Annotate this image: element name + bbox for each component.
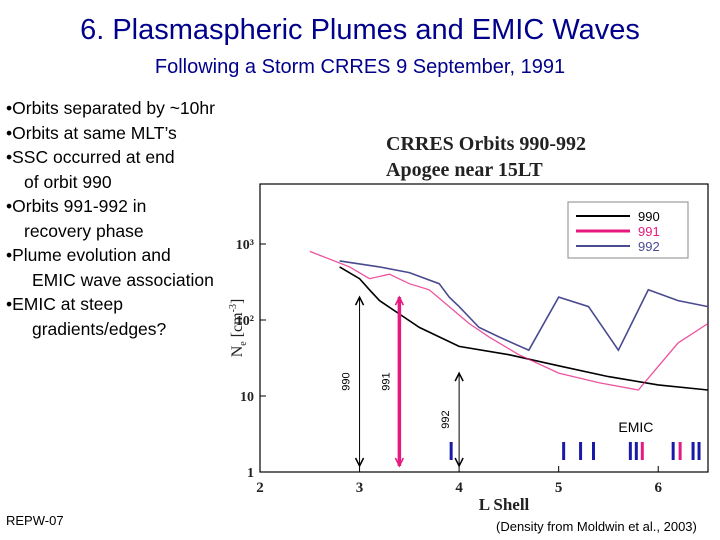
arrow-head-bottom <box>354 457 365 468</box>
arrow-head-bottom <box>454 457 464 468</box>
bullet-continuation: gradients/edges? <box>32 318 167 339</box>
arrow-label: 992 <box>440 410 452 428</box>
arrow-head-top <box>354 295 365 306</box>
bullet-item: •Orbits at same MLT’s <box>6 122 177 143</box>
slide-title: 6. Plasmaspheric Plumes and EMIC Waves <box>80 14 640 46</box>
series-line-992 <box>339 260 709 352</box>
bullet-continuation: recovery phase <box>24 220 144 241</box>
y-tick-label: 10 <box>240 390 254 405</box>
credit-text: (Density from Moldwin et al., 2003) <box>496 519 697 534</box>
bullet-item: •Orbits 991-992 in <box>6 196 147 216</box>
x-tick-label: 5 <box>555 480 563 496</box>
annotation-layer: 990 991 992 EMIC <box>341 295 701 468</box>
arrow-label: 991 <box>380 372 392 390</box>
bullet-item: •EMIC at steep <box>6 294 124 314</box>
arrow-head-top <box>394 295 405 306</box>
bullet-continuation: EMIC wave association <box>32 269 214 290</box>
slide-subtitle: Following a Storm CRRES 9 September, 199… <box>154 56 566 78</box>
bullet-list: •Orbits separated by ~10hr •Orbits at sa… <box>6 96 256 341</box>
bullet-continuation: of orbit 990 <box>24 171 112 192</box>
legend-label: 991 <box>638 224 660 239</box>
x-tick-label: 6 <box>654 480 662 496</box>
x-tick-label: 2 <box>256 480 264 496</box>
arrow-head-bottom <box>394 457 405 468</box>
chart-subtitle: Apogee near 15LT <box>386 159 543 181</box>
series-line-991 <box>309 250 709 391</box>
y-tick-label: 10³ <box>236 238 254 253</box>
plot-frame <box>259 183 709 473</box>
chart-title: CRRES Orbits 990-992 <box>386 133 587 155</box>
arrow-label: 990 <box>341 372 353 390</box>
x-tick-label: 3 <box>356 480 364 496</box>
arrow-head-top <box>454 371 464 382</box>
footer-label: REPW-07 <box>6 513 64 528</box>
chart-title-block: CRRES Orbits 990-992 Apogee near 15LT <box>386 131 586 183</box>
y-tick-label: 10² <box>236 314 254 329</box>
series-layer <box>309 250 709 391</box>
bullet-item: •SSC occurred at end <box>6 147 175 167</box>
x-axis-label: L Shell <box>479 495 530 514</box>
bullet-item: •Plume evolution and <box>6 245 171 265</box>
x-tick-label: 4 <box>455 480 463 496</box>
emic-label: EMIC <box>618 419 653 435</box>
y-tick-label: 1 <box>247 466 254 481</box>
legend-label: 992 <box>638 239 660 254</box>
legend-label: 990 <box>638 209 660 224</box>
bullet-item: •Orbits separated by ~10hr <box>6 98 215 118</box>
chart-axes: 2 3 4 5 6 1 10 10² 10³ <box>236 183 709 496</box>
y-axis-label: Ne [cm-3] <box>228 299 249 358</box>
series-line-990 <box>339 266 709 391</box>
